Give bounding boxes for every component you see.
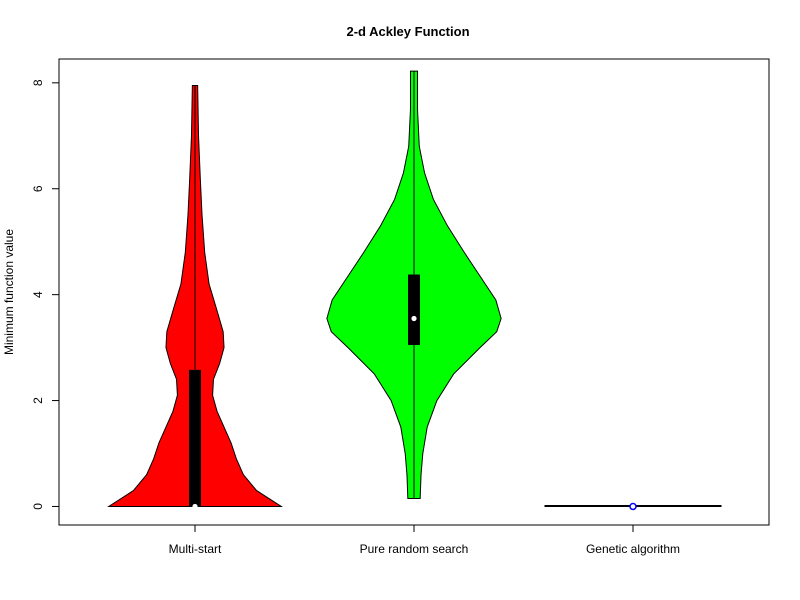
- y-axis-label: Minimum function value: [2, 229, 16, 355]
- y-axis: 0 2 4 6 8: [31, 79, 59, 510]
- x-tick-label: Multi-start: [169, 542, 222, 556]
- x-tick-label: Pure random search: [360, 542, 469, 556]
- median-point-multi-start: [192, 503, 198, 510]
- y-tick-label: 6: [31, 185, 45, 192]
- x-axis: Multi-start Pure random search Genetic alg…: [169, 525, 680, 556]
- y-tick-label: 4: [31, 291, 45, 298]
- median-point-genetic-algorithm: [629, 502, 637, 511]
- iqr-box-pure-random-search: [408, 274, 420, 345]
- chart-title: 2-d Ackley Function: [346, 24, 469, 39]
- violin-group: [107, 70, 722, 511]
- median-point-pure-random-search: [411, 315, 417, 322]
- x-tick-label: Genetic algorithm: [586, 542, 680, 556]
- y-tick-label: 0: [31, 503, 45, 510]
- plot-frame: [58, 58, 770, 526]
- y-tick-label: 2: [31, 397, 45, 404]
- iqr-box-multi-start: [189, 369, 201, 507]
- y-tick-label: 8: [31, 79, 45, 86]
